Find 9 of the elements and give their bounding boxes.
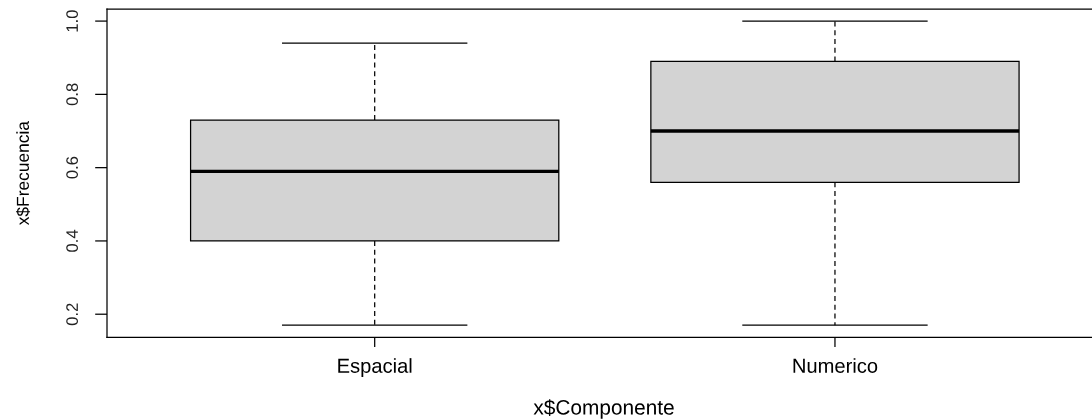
y-tick-label: 0.4 [66,229,79,252]
x-tick-label: Numerico [793,358,878,373]
y-tick-label: 1.0 [66,10,79,32]
x-axis-title: x$Componente [533,399,674,419]
x-tick-label: Espacial [338,358,412,377]
y-axis-title: x$Frecuencia [15,121,31,226]
y-tick-label: 0.8 [66,83,79,106]
y-tick-label: 0.6 [66,156,79,179]
y-tick-label: 0.2 [66,303,79,326]
